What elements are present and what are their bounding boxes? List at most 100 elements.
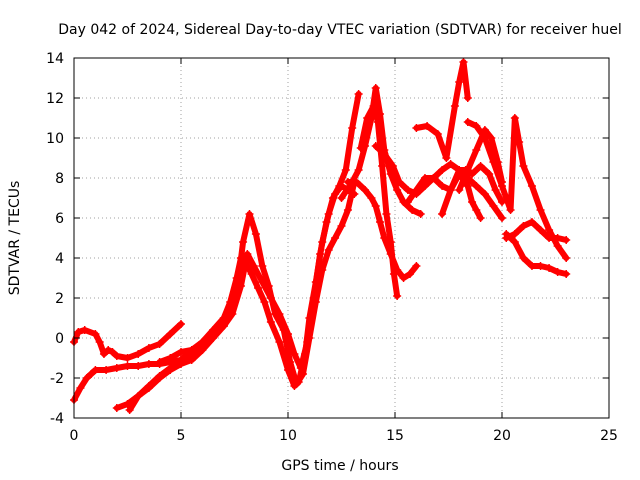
y-axis-ticks: -4 -2 0 2 4 6 8 10 12 14 [46, 51, 609, 427]
data-point [371, 142, 380, 150]
data-point [472, 206, 481, 214]
data-point [489, 158, 498, 166]
data-point [545, 234, 554, 242]
data-point [562, 236, 571, 244]
series-arc-8-markers [356, 102, 402, 300]
data-point [348, 124, 357, 132]
data-point [303, 338, 312, 346]
data-point [112, 364, 121, 372]
data-point [459, 58, 468, 66]
data-point [463, 182, 472, 190]
data-point [536, 262, 545, 270]
y-tick-label: 4 [55, 251, 64, 267]
data-point [254, 284, 263, 292]
x-tick-label: 25 [600, 428, 618, 444]
data-point [502, 230, 511, 238]
data-point [87, 370, 96, 378]
data-point [187, 346, 196, 354]
data-point [74, 328, 83, 336]
data-point [228, 310, 237, 318]
data-point [506, 206, 515, 214]
data-point [371, 84, 380, 92]
data-point [380, 234, 389, 242]
data-point [166, 354, 175, 362]
data-point [335, 182, 344, 190]
x-tick-label: 0 [70, 428, 79, 444]
data-point [260, 298, 269, 306]
data-point [450, 102, 459, 110]
data-point [361, 186, 370, 194]
data-point [527, 218, 536, 226]
data-point [356, 144, 365, 152]
data-point [247, 270, 256, 278]
data-point [166, 366, 175, 374]
data-point [309, 294, 318, 302]
data-point [420, 174, 429, 182]
data-point [354, 90, 363, 98]
data-point [343, 178, 352, 186]
data-point [536, 206, 545, 214]
y-tick-label: -4 [50, 411, 64, 427]
data-point [412, 262, 421, 270]
y-tick-label: 12 [46, 91, 64, 107]
data-point [112, 404, 121, 412]
data-point [112, 352, 121, 360]
data-point [382, 210, 391, 218]
data-point [198, 340, 207, 348]
data-point [108, 348, 117, 356]
data-point [373, 118, 382, 126]
y-tick-label: 8 [55, 171, 64, 187]
data-point [125, 406, 134, 414]
data-point [380, 150, 389, 158]
series-arc-1-markers [70, 320, 185, 362]
y-tick-label: 6 [55, 211, 64, 227]
data-point [316, 250, 325, 258]
data-point [324, 246, 333, 254]
data-point [395, 178, 404, 186]
data-point [292, 380, 301, 388]
data-point [519, 162, 528, 170]
data-point [491, 186, 500, 194]
y-tick-label: 14 [46, 51, 64, 67]
data-point [438, 182, 447, 190]
data-point [536, 226, 545, 234]
plot-frame [73, 57, 610, 419]
data-point [251, 230, 260, 238]
data-point [463, 118, 472, 126]
data-point [298, 370, 307, 378]
data-point [134, 362, 143, 370]
data-point [468, 198, 477, 206]
data-point [393, 186, 402, 194]
data-point [376, 218, 385, 226]
data-point [266, 318, 275, 326]
data-point [337, 194, 346, 202]
data-point [412, 186, 421, 194]
data-point [388, 162, 397, 170]
x-tick-label: 20 [493, 428, 511, 444]
data-point [510, 114, 519, 122]
data-point [371, 202, 380, 210]
data-point [378, 162, 387, 170]
data-point [562, 254, 571, 262]
y-tick-label: 2 [55, 291, 64, 307]
data-point [258, 278, 267, 286]
data-point [99, 350, 108, 358]
data-point [284, 330, 292, 338]
data-point [144, 384, 153, 392]
data-point [275, 338, 284, 346]
series-arc-5 [156, 91, 362, 371]
data-point [510, 238, 519, 246]
data-point [337, 222, 346, 230]
data-point [403, 198, 412, 206]
data-point [102, 366, 111, 374]
data-point [510, 230, 519, 238]
data-point [468, 170, 477, 178]
data-point [341, 166, 350, 174]
data-point [480, 190, 489, 198]
series-arc-9 [372, 143, 505, 221]
data-point [155, 358, 164, 366]
data-point [545, 226, 554, 234]
data-point [80, 326, 89, 334]
data-point [275, 310, 284, 318]
